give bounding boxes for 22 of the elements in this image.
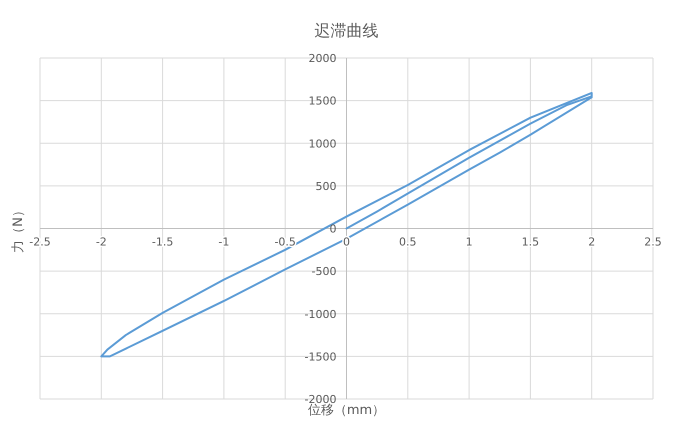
x-tick-label: 0.5: [399, 236, 417, 248]
x-tick-label: -2.5: [29, 236, 51, 248]
x-tick-label: -1.5: [152, 236, 174, 248]
y-tick-label: -1000: [304, 308, 336, 321]
x-tick-label: 2: [588, 236, 596, 248]
y-axis-title: 力（N）: [11, 204, 26, 253]
chart-title: 迟滞曲线: [314, 21, 378, 40]
x-tick-label: -1: [218, 236, 230, 248]
x-tick-label: 1: [466, 236, 473, 248]
y-tick-label: -500: [312, 265, 336, 278]
x-tick-label: 1.5: [522, 236, 540, 248]
y-tick-label: -1500: [304, 350, 336, 364]
y-tick-label: 2000: [308, 52, 336, 65]
y-tick-label: 500: [316, 180, 336, 193]
y-tick-label: 1000: [308, 137, 336, 150]
y-tick-label: 1500: [308, 94, 336, 108]
y-tick-label: 0: [330, 222, 336, 236]
x-tick-label: -0.5: [274, 236, 296, 248]
x-tick-label: 0: [343, 236, 350, 248]
x-tick-label: 2.5: [644, 236, 662, 248]
x-axis-title: 位移（mm）: [308, 403, 386, 418]
x-tick-label: -2: [96, 236, 107, 248]
